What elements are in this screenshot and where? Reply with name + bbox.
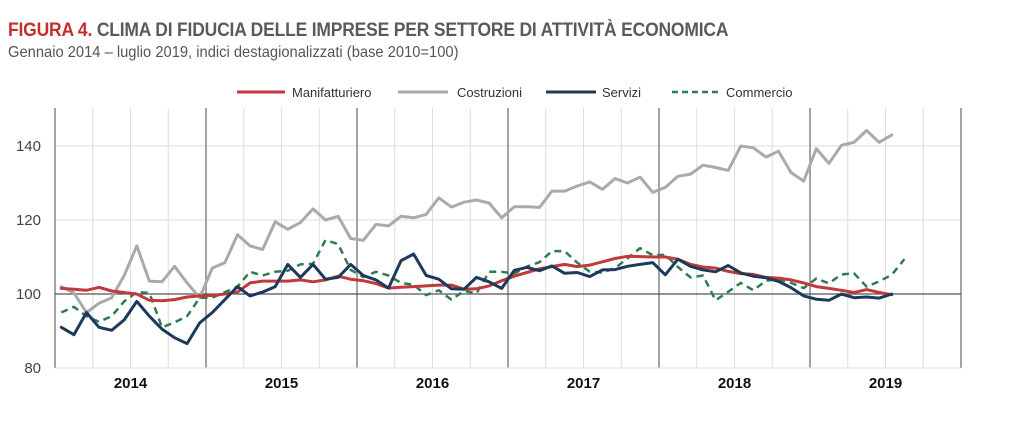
- y-tick-label: 120: [16, 212, 41, 229]
- legend: Manifatturiero Costruzioni Servizi Commerci…: [237, 85, 792, 100]
- x-tick-label: 2017: [567, 375, 600, 392]
- legend-label-manifatturiero: Manifatturiero: [292, 85, 371, 100]
- chart-title: FIGURA 4. CLIMA DI FIDUCIA DELLE IMPRESE…: [8, 20, 728, 42]
- x-tick-label: 2016: [416, 375, 449, 392]
- series-line-servizi: [59, 252, 894, 346]
- series-line-manifatturiero: [59, 254, 894, 303]
- figure-label: FIGURA 4.: [8, 20, 93, 41]
- series-line-costruzioni: [59, 129, 894, 314]
- axes: 80 100 120 140 2014 2015 2016 2017 2018 2019: [16, 138, 961, 392]
- y-tick-label: 80: [24, 360, 41, 377]
- grid: [54, 108, 962, 368]
- chart-subtitle: Gennaio 2014 – luglio 2019, indici desta…: [8, 44, 459, 61]
- x-tick-label: 2015: [265, 375, 298, 392]
- y-tick-label: 100: [16, 286, 41, 303]
- series-line-commercio: [60, 238, 906, 329]
- y-tick-label: 140: [16, 138, 41, 155]
- x-tick-label: 2014: [114, 375, 148, 392]
- x-tick-label: 2019: [869, 375, 902, 392]
- legend-label-servizi: Servizi: [602, 85, 641, 100]
- legend-label-costruzioni: Costruzioni: [457, 85, 522, 100]
- title-text: CLIMA DI FIDUCIA DELLE IMPRESE PER SETTO…: [96, 20, 729, 41]
- x-tick-label: 2018: [718, 375, 751, 392]
- legend-label-commercio: Commercio: [726, 85, 792, 100]
- series-group: [59, 129, 906, 346]
